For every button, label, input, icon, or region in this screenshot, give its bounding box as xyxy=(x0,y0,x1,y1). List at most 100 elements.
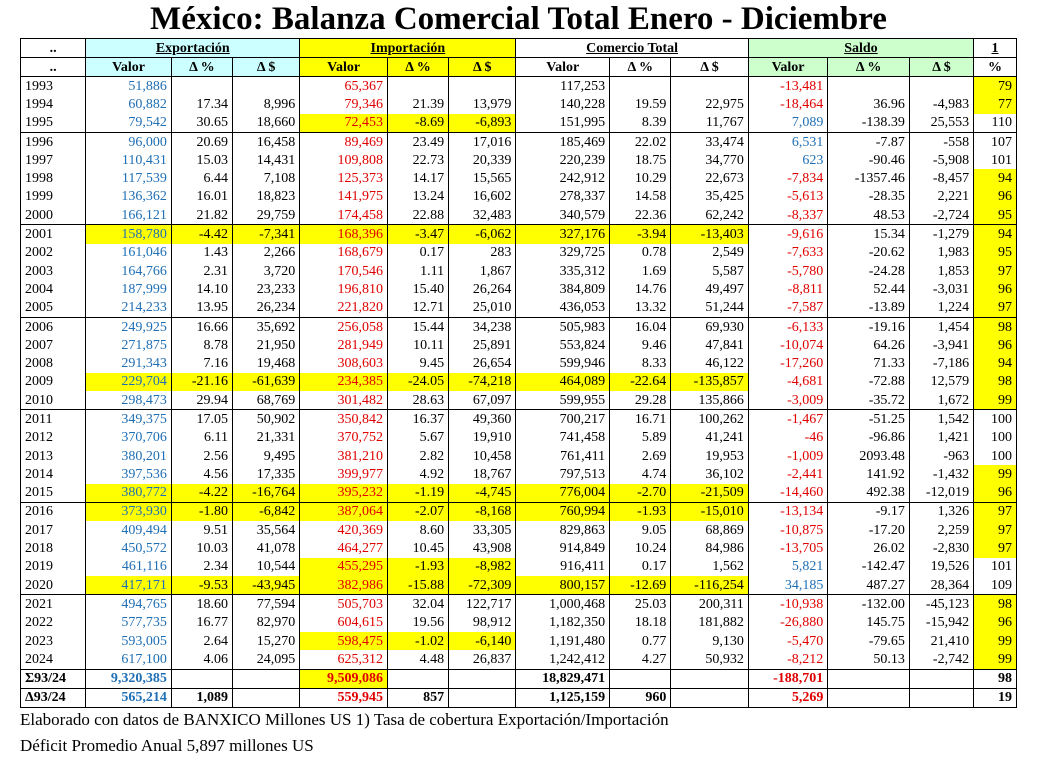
table-cell-i: 505,703 xyxy=(299,594,388,614)
table-cell-ed: 26,234 xyxy=(232,298,301,318)
table-cell-i: 395,232 xyxy=(299,483,388,503)
table-row: 2011 349,375 17.05 50,902 350,842 16.37 49,360… xyxy=(19,409,1017,429)
table-row: 2000 166,121 21.82 29,759 174,458 22.88 32,483… xyxy=(19,206,1017,226)
table-cell-sd: 2,221 xyxy=(908,187,975,207)
table-cell-id: 49,360 xyxy=(448,409,517,429)
col-header: % xyxy=(973,57,1017,77)
table-cell-i: 234,385 xyxy=(299,372,388,392)
table-cell-c: 117,253 xyxy=(515,76,611,96)
table-cell-s: -5,780 xyxy=(747,261,829,281)
table-cell-id: 26,654 xyxy=(448,354,517,373)
table-cell-e: 461,116 xyxy=(85,557,172,577)
table-cell-ip: 22.88 xyxy=(386,206,450,226)
table-cell-sp: -72.88 xyxy=(827,372,910,392)
table-cell-ed: 68,769 xyxy=(232,391,301,411)
table-cell-cd: -135,857 xyxy=(670,372,749,392)
table-cell-cd: 51,244 xyxy=(670,298,749,318)
table-cell-cp: 29.28 xyxy=(609,391,672,411)
table-cell-ip: 15.44 xyxy=(386,317,450,337)
table-cell-t: 97 xyxy=(973,539,1017,558)
table-cell-year: 2005 xyxy=(19,298,87,318)
total-cell-empty xyxy=(827,687,910,709)
table-cell-cp: 4.74 xyxy=(609,465,672,484)
table-cell-ed: -16,764 xyxy=(232,483,301,503)
table-cell-i: 79,346 xyxy=(299,95,388,114)
table-cell-sd: -558 xyxy=(908,132,975,152)
table-cell-year: 2020 xyxy=(19,576,87,596)
table-cell-sp xyxy=(827,76,910,96)
table-cell-ed: 29,759 xyxy=(232,206,301,226)
table-cell-e: 117,539 xyxy=(85,169,172,188)
table-cell-s: 7,089 xyxy=(747,113,829,133)
table-cell-i: 256,058 xyxy=(299,317,388,337)
table-cell-ip: 23.49 xyxy=(386,132,450,152)
table-row: 2016 373,930 -1.80 -6,842 387,064 -2.07 -8,168… xyxy=(19,502,1017,522)
table-cell-t: 97 xyxy=(973,298,1017,318)
table-cell-s: -46 xyxy=(747,428,829,447)
table-cell-cd: 22,975 xyxy=(670,95,749,114)
table-cell-e: 271,875 xyxy=(85,336,172,355)
table-cell-sd: -12,019 xyxy=(908,483,975,503)
table-cell-cd: 36,102 xyxy=(670,465,749,484)
table-cell-t: 101 xyxy=(973,557,1017,577)
table-cell-cp: 22.36 xyxy=(609,206,672,226)
table-cell-sp: 26.02 xyxy=(827,539,910,558)
table-cell-ep: -4.22 xyxy=(170,483,234,503)
table-cell-year: 2015 xyxy=(19,483,87,503)
table-cell-id: 15,565 xyxy=(448,169,517,188)
table-cell-e: 136,362 xyxy=(85,187,172,207)
table-cell-cp: 8.33 xyxy=(609,354,672,373)
table-cell-t: 95 xyxy=(973,243,1017,262)
table-cell-e: 51,886 xyxy=(85,76,172,96)
table-row: 1996 96,000 20.69 16,458 89,469 23.49 17,016 18… xyxy=(19,132,1017,152)
table-cell-ed: -43,945 xyxy=(232,576,301,596)
table-cell-ip xyxy=(386,76,450,96)
table-cell-i: 168,396 xyxy=(299,224,388,244)
table-cell-sp: 36.96 xyxy=(827,95,910,114)
table-cell-year: 1999 xyxy=(19,187,87,207)
table-cell-year: 2024 xyxy=(19,650,87,669)
table-cell-cd: -15,010 xyxy=(670,502,749,522)
table-cell-ip: -15.88 xyxy=(386,576,450,596)
table-cell-ep: 10.03 xyxy=(170,539,234,558)
table-cell-c: 242,912 xyxy=(515,169,611,188)
table-cell-sd: 1,326 xyxy=(908,502,975,522)
total-cell-ep: 1,089 xyxy=(170,687,234,709)
table-cell-year: 2003 xyxy=(19,261,87,281)
group-header-total-trade: Comercio Total xyxy=(515,38,749,58)
table-cell-t: 96 xyxy=(973,280,1017,299)
table-cell-c: 140,228 xyxy=(515,95,611,114)
table-cell-cd: 181,882 xyxy=(670,613,749,632)
table-cell-c: 599,946 xyxy=(515,354,611,373)
table-row: 1999 136,362 16.01 18,823 141,975 13.24 16,602… xyxy=(19,187,1017,207)
table-cell-sd xyxy=(908,76,975,96)
table-cell-c: 151,995 xyxy=(515,113,611,133)
table-cell-c: 700,217 xyxy=(515,409,611,429)
table-cell-ep xyxy=(170,76,234,96)
table-cell-id: -8,982 xyxy=(448,557,517,577)
table-cell-e: 249,925 xyxy=(85,317,172,337)
table-row: 2001 158,780 -4.42 -7,341 168,396 -3.47 -6,062… xyxy=(19,224,1017,244)
table-cell-s: -7,587 xyxy=(747,298,829,318)
table-cell-ep: 17.34 xyxy=(170,95,234,114)
table-cell-year: 1994 xyxy=(19,95,87,114)
table-cell-sp: 64.26 xyxy=(827,336,910,355)
table-cell-cp: -1.93 xyxy=(609,502,672,522)
table-cell-year: 1998 xyxy=(19,169,87,188)
table-cell-ip: -1.02 xyxy=(386,631,450,651)
table-cell-id: 26,264 xyxy=(448,280,517,299)
total-cell-t: 19 xyxy=(973,687,1017,709)
table-cell-cd: 35,425 xyxy=(670,187,749,207)
table-cell-c: 599,955 xyxy=(515,391,611,411)
table-cell-e: 60,882 xyxy=(85,95,172,114)
table-cell-cp: 0.17 xyxy=(609,557,672,577)
table-cell-s: -2,441 xyxy=(747,465,829,484)
table-cell-c: 1,000,468 xyxy=(515,594,611,614)
table-cell-sp: -28.35 xyxy=(827,187,910,207)
table-cell-s: -6,133 xyxy=(747,317,829,337)
table-cell-cd: 69,930 xyxy=(670,317,749,337)
col-header: Δ % xyxy=(386,57,450,77)
table-cell-cp: 14.76 xyxy=(609,280,672,299)
table-cell-ip: 14.17 xyxy=(386,169,450,188)
table-cell-cd: 22,673 xyxy=(670,169,749,188)
